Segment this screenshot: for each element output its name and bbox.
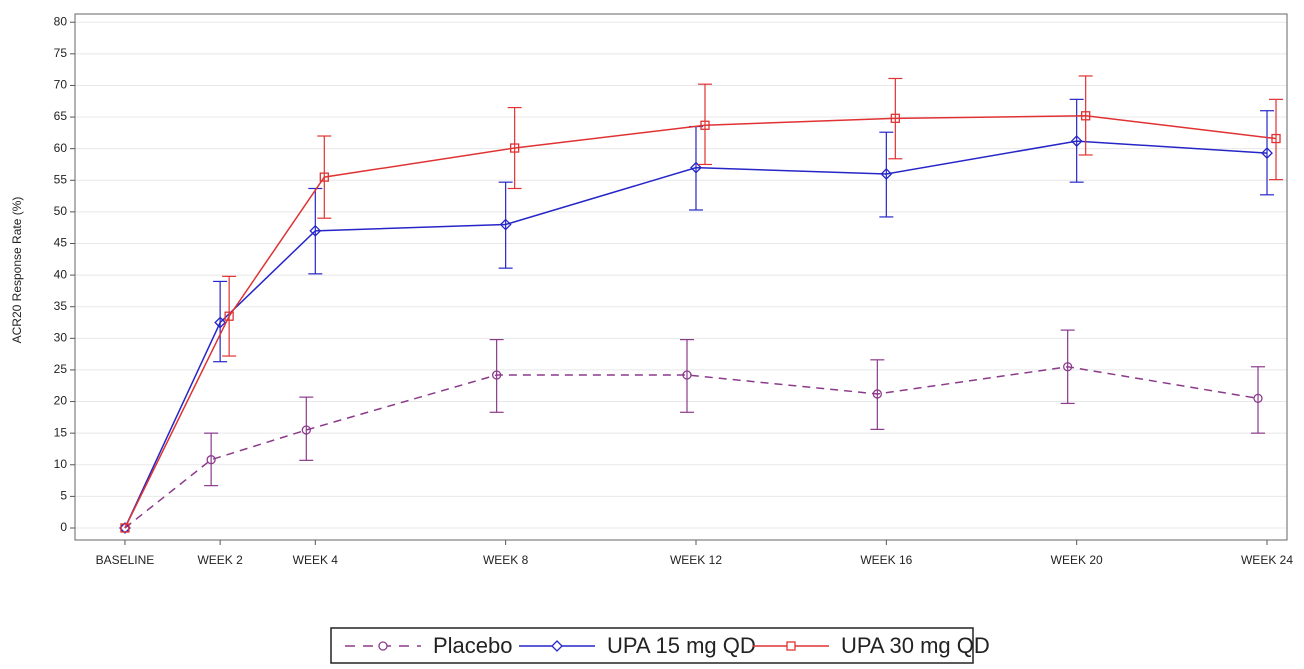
y-tick-label: 75 [54, 46, 68, 60]
y-tick-label: 60 [54, 141, 68, 155]
marker [1081, 111, 1091, 121]
x-tick-label: WEEK 12 [670, 553, 722, 567]
x-tick-label: WEEK 20 [1051, 553, 1103, 567]
legend-label: UPA 15 mg QD [607, 633, 756, 658]
y-tick-label: 55 [54, 172, 68, 186]
marker [509, 143, 520, 153]
marker [378, 641, 388, 651]
marker [319, 172, 329, 182]
y-tick-label: 25 [54, 362, 68, 376]
series-line [124, 366, 1259, 529]
y-tick-label: 0 [60, 520, 67, 534]
legend: Placebo UPA 15 mg QD UPA 30 mg QD [330, 627, 990, 664]
x-tick-label: WEEK 4 [293, 553, 339, 567]
marker [872, 389, 882, 399]
marker [1070, 135, 1083, 147]
marker [499, 218, 512, 231]
marker [690, 161, 702, 174]
marker [120, 523, 130, 533]
marker [890, 113, 900, 123]
series-line [124, 115, 1277, 529]
y-tick-label: 50 [54, 204, 68, 218]
x-tick-label: WEEK 16 [860, 553, 912, 567]
y-tick-label: 5 [60, 489, 67, 503]
marker [309, 224, 322, 237]
y-tick-label: 65 [54, 109, 68, 123]
y-axis-label: ACR20 Response Rate (%) [10, 197, 24, 344]
y-tick-label: 70 [54, 78, 68, 92]
marker [301, 425, 311, 435]
x-tick-label: BASELINE [96, 553, 155, 567]
plot-frame [74, 13, 1288, 541]
x-tick-label: WEEK 2 [197, 553, 243, 567]
legend-box [330, 627, 974, 664]
marker [1271, 133, 1281, 144]
y-tick-label: 35 [54, 299, 68, 313]
x-tick-label: WEEK 24 [1241, 553, 1293, 567]
y-tick-label: 30 [54, 330, 68, 344]
y-tick-label: 15 [54, 425, 68, 439]
legend-label: Placebo [433, 633, 513, 658]
y-tick-label: 80 [54, 14, 68, 28]
marker [491, 370, 502, 380]
marker [551, 640, 563, 652]
marker [224, 311, 234, 321]
marker [1253, 393, 1263, 404]
y-tick-label: 20 [54, 394, 68, 408]
legend-label: UPA 30 mg QD [841, 633, 990, 658]
y-tick-label: 40 [54, 267, 68, 281]
marker [786, 641, 796, 651]
marker [880, 168, 893, 180]
marker [1261, 147, 1273, 160]
marker [119, 522, 131, 534]
marker [214, 316, 227, 329]
y-tick-label: 10 [54, 457, 68, 471]
marker [682, 370, 692, 380]
marker [206, 455, 216, 465]
y-tick-label: 45 [54, 236, 68, 250]
marker [700, 120, 710, 130]
x-tick-label: WEEK 8 [483, 553, 529, 567]
marker [1063, 362, 1073, 372]
